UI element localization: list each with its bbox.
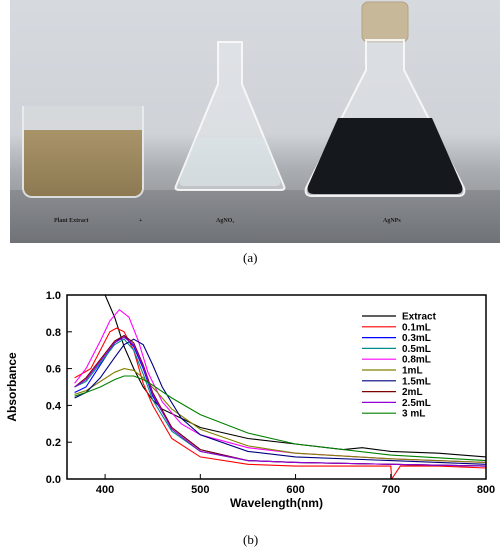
beaker-plant-extract <box>22 106 144 198</box>
flask-agnps <box>304 1 466 197</box>
label-agnps: AgNPs <box>383 218 401 224</box>
y-tick-label: 0.0 <box>46 474 61 486</box>
bench-surface <box>10 190 500 243</box>
label-plus: + <box>139 218 143 224</box>
plot-lines <box>74 295 486 479</box>
legend: Extract0.1mL0.3mL0.5mL0.8mL1mL1.5mL2mL2.… <box>362 312 437 420</box>
legend-label-5: 1mL <box>402 366 423 377</box>
series-line-8 <box>74 336 486 467</box>
plant-extract-liquid <box>24 130 142 196</box>
chart-svg: 400 500 600 700 800 0.0 0.2 0.4 0.6 0.8 1.0 Wavel… <box>5 290 495 510</box>
legend-label-4: 0.8mL <box>402 355 431 366</box>
legend-label-8: 2.5mL <box>402 398 431 409</box>
legend-label-1: 0.1mL <box>402 322 431 333</box>
caption-b: (b) <box>243 532 259 547</box>
series-line-9 <box>74 375 486 462</box>
label-plant-extract: Plant Extract <box>54 218 89 224</box>
legend-label-3: 0.5mL <box>402 344 431 355</box>
flask-agno3 <box>174 41 286 191</box>
x-tick-label: 600 <box>286 484 304 496</box>
legend-label-0: Extract <box>402 312 437 323</box>
x-axis-title: Wavelength(nm) <box>230 496 323 510</box>
series-line-4 <box>74 308 486 463</box>
y-tick-label: 0.4 <box>46 400 62 412</box>
y-tick-label: 0.2 <box>46 437 61 449</box>
x-tick-label: 700 <box>382 484 400 496</box>
y-tick-label: 1.0 <box>46 290 61 302</box>
sample-photo: Plant Extract + AgNO₃ AgNPs <box>10 0 500 243</box>
y-axis: 0.0 0.2 0.4 0.6 0.8 1.0 <box>46 290 72 486</box>
caption-a: (a) <box>243 250 258 265</box>
x-tick-label: 400 <box>96 484 114 496</box>
legend-label-7: 2mL <box>402 387 423 398</box>
x-tick-label: 500 <box>191 484 209 496</box>
plot-frame <box>66 294 487 480</box>
y-tick-label: 0.8 <box>46 327 61 339</box>
uv-vis-chart: 400 500 600 700 800 0.0 0.2 0.4 0.6 0.8 1.0 Wavel… <box>0 282 501 514</box>
y-tick-label: 0.6 <box>46 364 61 376</box>
legend-label-6: 1.5mL <box>402 376 431 387</box>
x-tick-label: 800 <box>477 484 495 496</box>
legend-label-2: 0.3mL <box>402 333 431 344</box>
series-line-6 <box>74 338 486 465</box>
x-axis: 400 500 600 700 800 <box>96 474 495 496</box>
label-agno3: AgNO₃ <box>216 218 235 224</box>
legend-label-9: 3 mL <box>402 409 425 420</box>
series-line-1 <box>74 327 486 479</box>
y-axis-title: Absorbance <box>5 352 19 422</box>
